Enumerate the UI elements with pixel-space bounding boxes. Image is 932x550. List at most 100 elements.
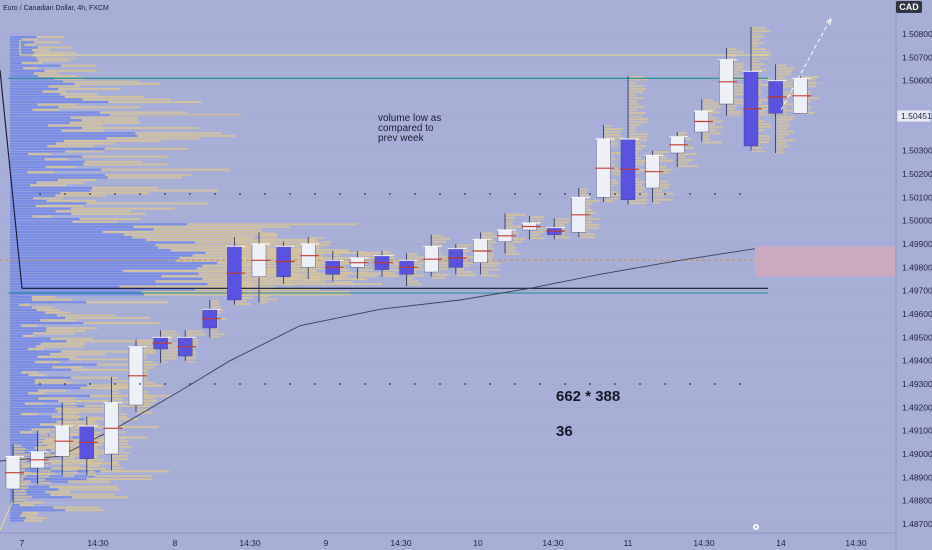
profile-bar-blue (10, 98, 83, 101)
session-profile-bar (727, 63, 745, 66)
session-profile-bar (137, 351, 156, 354)
price-axis[interactable]: 1.50800 1.50700 1.50600 1.50300 1.50200 1.501… (902, 29, 932, 529)
session-profile-bar (63, 402, 76, 405)
profile-bar-tan (47, 124, 103, 127)
session-profile-bar (284, 265, 301, 268)
currency-badge[interactable] (896, 1, 922, 13)
session-dot (239, 193, 241, 195)
session-profile-bar (604, 131, 620, 134)
session-profile-bar (727, 90, 747, 93)
profile-bar-tan (69, 358, 135, 361)
profile-bar-tan (202, 277, 363, 280)
profile-bar-blue (10, 337, 51, 340)
session-dot (414, 383, 416, 385)
profile-bar-blue (10, 433, 50, 436)
session-profile-bar (752, 48, 767, 51)
profile-bar-blue (10, 311, 46, 314)
profile-bar-blue (10, 368, 72, 371)
session-profile-bar (456, 247, 469, 250)
profile-bar-tan (100, 111, 187, 114)
price-tick-label: 1.49200 (902, 402, 932, 412)
session-profile-bar (210, 303, 220, 306)
profile-bar-tan (37, 103, 78, 106)
session-dot (239, 383, 241, 385)
time-tick-label: 9 (324, 538, 329, 548)
profile-bar-blue (10, 389, 39, 392)
session-profile-bar (383, 254, 397, 257)
profile-bar-tan (24, 472, 51, 475)
profile-bar-tan (60, 192, 149, 195)
profile-bar-blue (10, 280, 156, 283)
session-profile-bar (333, 272, 353, 275)
profile-bar-tan (52, 366, 83, 369)
session-profile-bar (702, 132, 721, 135)
session-profile-bar (14, 444, 22, 447)
session-profile-bar (235, 240, 243, 243)
profile-bar-blue (10, 319, 41, 322)
session-profile-bar (727, 93, 747, 96)
profile-bar-blue (10, 449, 51, 452)
session-profile-bar (776, 94, 794, 97)
session-profile-bar (38, 454, 56, 457)
session-profile-bar (38, 478, 46, 481)
profile-bar-blue (10, 49, 32, 52)
session-profile-bar (260, 250, 277, 253)
profile-bar-blue (10, 410, 58, 413)
session-profile-bar (432, 267, 448, 270)
profile-bar-blue (10, 275, 162, 278)
session-dot (614, 383, 616, 385)
session-profile-bar (506, 237, 526, 240)
time-axis[interactable]: 7 14:30 8 14:30 9 14:30 10 14:30 11 14:30 14 14:30 (20, 538, 867, 548)
session-profile-bar (284, 253, 298, 256)
session-profile-bar (38, 475, 50, 478)
profile-bar-tan (21, 62, 43, 65)
session-profile-bar (776, 103, 794, 106)
session-dot (64, 383, 66, 385)
session-profile-bar (87, 467, 106, 470)
session-profile-bar (358, 272, 371, 275)
session-profile-bar (112, 380, 129, 383)
session-profile-bar (555, 236, 570, 239)
session-profile-bar (456, 244, 474, 247)
session-profile-bar (579, 194, 589, 197)
profile-bar-blue (10, 293, 144, 296)
session-profile-bar (383, 269, 399, 272)
session-profile-bar (481, 232, 494, 235)
profile-bar-blue (10, 444, 48, 447)
session-profile-bar (530, 219, 544, 222)
profile-bar-tan (34, 381, 74, 384)
session-dot (664, 383, 666, 385)
session-profile-bar (333, 281, 354, 284)
session-profile-bar (579, 188, 588, 191)
profile-bar-blue (10, 220, 73, 223)
profile-bar-blue (10, 194, 56, 197)
session-profile-bar (63, 420, 80, 423)
session-profile-bar (260, 238, 279, 241)
session-profile-bar (629, 202, 647, 205)
profile-bar-tan (69, 121, 141, 124)
session-profile-bar (284, 241, 293, 244)
profile-bar-blue (10, 407, 56, 410)
profile-bar-blue (10, 366, 53, 369)
session-profile-bar (432, 237, 451, 240)
session-profile-bar (333, 278, 342, 281)
session-profile-bar (235, 282, 251, 285)
price-tick-label: 1.49900 (902, 239, 932, 249)
profile-bar-blue (10, 332, 34, 335)
profile-bar-tan (51, 467, 90, 470)
session-profile-bar (112, 443, 129, 446)
session-dot (714, 193, 716, 195)
session-profile-bar (629, 190, 644, 193)
session-profile-bar (14, 486, 29, 489)
yellow-trend-line (0, 40, 21, 531)
profile-bar-blue (10, 506, 54, 509)
session-profile-bar (727, 66, 744, 69)
profile-bar-blue (10, 184, 31, 187)
profile-bar-tan (74, 82, 160, 85)
profile-bar-blue (10, 249, 172, 252)
profile-bar-blue (10, 155, 83, 158)
session-profile-bar (530, 237, 545, 240)
profile-bar-blue (10, 303, 20, 306)
session-profile-bar (629, 169, 646, 172)
